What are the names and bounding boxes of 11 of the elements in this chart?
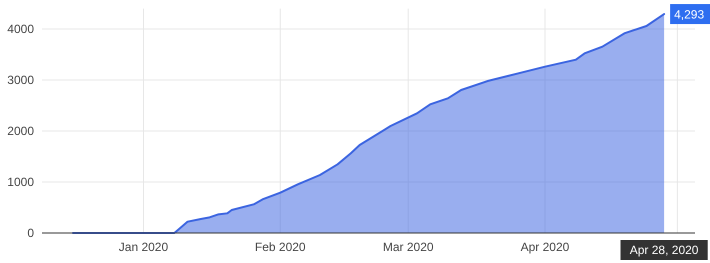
y-tick-label: 0 <box>27 226 34 240</box>
y-tick-label: 1000 <box>7 175 34 190</box>
y-tick-label: 2000 <box>7 124 34 138</box>
x-tick-label: Jan 2020 <box>118 240 168 254</box>
x-tick-label: Feb 2020 <box>254 240 306 254</box>
annotation: 4,293 <box>674 7 704 22</box>
annotation: Apr 28, 2020 <box>630 243 699 258</box>
x-tick-label: Apr 2020 <box>520 240 570 254</box>
y-tick-label: 4000 <box>7 22 34 36</box>
y-tick-label: 3000 <box>7 73 34 88</box>
x-tick-label: Mar 2020 <box>382 240 434 254</box>
